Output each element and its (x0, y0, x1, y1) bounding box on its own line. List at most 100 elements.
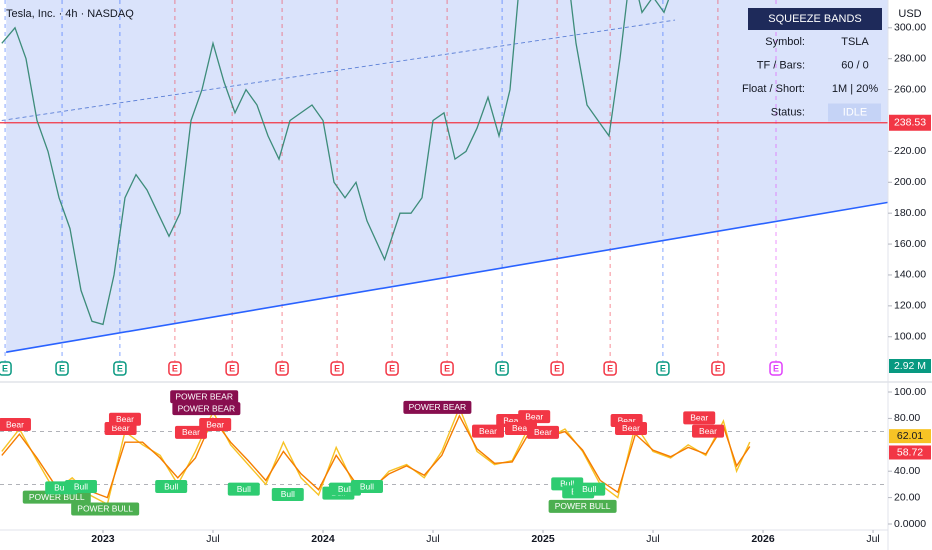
y-tick-label: 120.00 (894, 300, 926, 312)
earnings-label: E (444, 363, 450, 373)
panel-key: Symbol: (765, 36, 805, 48)
y-tick-label: 40.00 (894, 465, 920, 477)
signal-box (71, 502, 140, 516)
earnings-label: E (2, 363, 8, 373)
x-tick-label: 2024 (311, 533, 335, 545)
y-tick-label: 180.00 (894, 207, 926, 219)
earnings-icon (656, 361, 670, 376)
panel-key: Float / Short: (742, 83, 805, 95)
earnings-label: E (229, 363, 235, 373)
volume-tag-label: 2.92 M (894, 360, 926, 372)
y-tick-label: 0.0000 (894, 518, 926, 530)
earnings-label: E (117, 363, 123, 373)
earnings-label: E (59, 363, 65, 373)
x-tick-label: 2023 (91, 533, 115, 545)
signal-box (108, 412, 141, 426)
signal-box (64, 480, 97, 494)
signal-label: POWER BEAR (409, 402, 467, 412)
signal-box (174, 425, 207, 439)
signal-box (227, 482, 260, 496)
signal-label: Bull (54, 483, 68, 493)
signal-label: Bear (6, 419, 24, 429)
signal-box (170, 390, 239, 404)
panel-key: TF / Bars: (757, 59, 805, 71)
y-tick-label: 100.00 (894, 386, 926, 398)
panel-key: Status: (771, 106, 805, 118)
x-tick-label: Jul (646, 533, 659, 545)
panel-value: IDLE (843, 106, 867, 118)
signal-box (199, 418, 232, 431)
signal-box (527, 425, 560, 439)
panel-value: 1M | 20% (832, 83, 878, 95)
signal-label: Bear (479, 426, 497, 436)
y-tick-label: 280.00 (894, 52, 926, 64)
signal-label: POWER BEAR (175, 392, 233, 402)
panel-title: SQUEEZE BANDS (768, 13, 862, 25)
earnings-icon (495, 361, 509, 376)
price-tag (889, 114, 931, 131)
x-tick-label: Jul (866, 533, 879, 545)
signal-label: Bear (690, 413, 708, 423)
y-tick-label: 140.00 (894, 269, 926, 281)
signal-label: Bear (182, 427, 200, 437)
y-tick-label: 260.00 (894, 83, 926, 95)
earnings-label: E (279, 363, 285, 373)
y-tick-label: 220.00 (894, 145, 926, 157)
x-tick-label: 2026 (751, 533, 775, 545)
earnings-label: E (715, 363, 721, 373)
y-tick-label: 300.00 (894, 22, 926, 34)
volume-tag (889, 359, 931, 373)
signal-box (271, 487, 304, 501)
earnings-icon (711, 361, 725, 376)
y-tick-label: 20.00 (894, 491, 920, 503)
signal-label: Bear (525, 411, 543, 421)
signal-label: POWER BULL (555, 501, 611, 511)
earnings-icon (225, 361, 239, 376)
signal-label: POWER BULL (77, 504, 133, 514)
earnings-icon (440, 361, 454, 376)
trendline (6, 201, 888, 353)
x-tick-label: Jul (426, 533, 439, 545)
y-tick-label: 80.00 (894, 412, 920, 424)
signal-box (472, 424, 505, 438)
series-line (1, 0, 670, 326)
signal-label: Bull (74, 481, 88, 491)
panel-value: TSLA (841, 36, 869, 48)
x-tick-label: Jul (206, 533, 219, 545)
y-tick-label: 160.00 (894, 238, 926, 250)
earnings-label: E (334, 363, 340, 373)
value-tag-label: 62.01 (897, 430, 923, 442)
signal-label: Bear (699, 426, 717, 436)
earnings-icon (769, 361, 783, 376)
y-tick-label: 200.00 (894, 176, 926, 188)
earnings-label: E (499, 363, 505, 373)
earnings-label: E (607, 363, 613, 373)
earnings-icon (0, 361, 12, 376)
axes: 238.53 100.00 120.00 140.00 160.00 180.00 200.… (91, 22, 931, 545)
earnings-icon (603, 361, 617, 376)
value-tag (889, 445, 931, 460)
signal-label: Bear (206, 419, 224, 429)
signal-box (518, 410, 551, 424)
value-tag-label: 58.72 (897, 446, 923, 458)
signal-box (573, 482, 606, 496)
signal-label: Bear (534, 427, 552, 437)
signal-label: POWER BEAR (178, 403, 236, 413)
signal-box (692, 424, 725, 438)
earnings-label: E (554, 363, 560, 373)
earnings-label: E (773, 363, 779, 373)
earnings-icon (550, 361, 564, 376)
earnings-icon (330, 361, 344, 376)
currency: USD (898, 8, 921, 20)
signal-label: Bear (116, 414, 134, 424)
signal-box (0, 418, 31, 431)
trendline (1, 19, 676, 121)
earnings-icon (55, 361, 69, 376)
earnings-label: E (389, 363, 395, 373)
status-box (828, 103, 881, 122)
symbol-header: Tesla, Inc. · 4h · NASDAQ (6, 8, 134, 20)
signal-label: Bear (512, 423, 530, 433)
signal-label: Bull (360, 481, 374, 491)
signal-box (155, 480, 188, 494)
